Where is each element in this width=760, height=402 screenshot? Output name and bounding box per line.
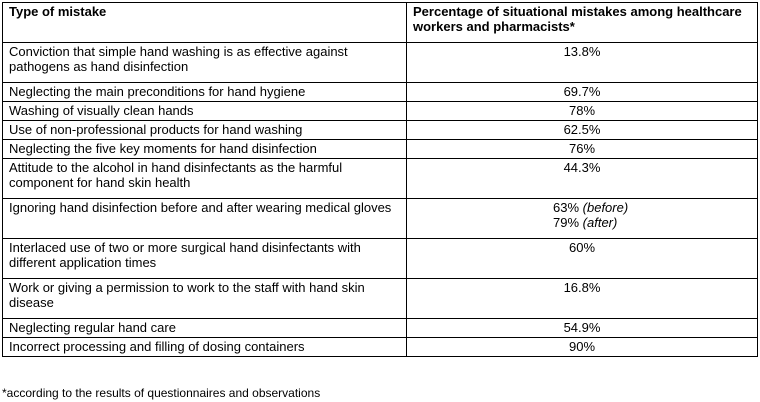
table-row: Conviction that simple hand washing is a… bbox=[2, 42, 758, 83]
header-type-of-mistake: Type of mistake bbox=[2, 2, 407, 43]
value-after: 79% bbox=[553, 215, 580, 230]
footnote: *according to the results of questionnai… bbox=[2, 386, 321, 400]
mistake-cell: Attitude to the alcohol in hand disinfec… bbox=[2, 158, 407, 199]
value-cell: 13.8% bbox=[406, 42, 758, 83]
table-row: Neglecting the main preconditions for ha… bbox=[2, 82, 758, 102]
mistake-cell: Incorrect processing and filling of dosi… bbox=[2, 337, 407, 357]
mistake-cell: Conviction that simple hand washing is a… bbox=[2, 42, 407, 83]
value-cell: 63% (before) 79% (after) bbox=[406, 198, 758, 239]
mistake-cell: Neglecting the main preconditions for ha… bbox=[2, 82, 407, 102]
mistake-cell: Washing of visually clean hands bbox=[2, 101, 407, 121]
table-row: Work or giving a permission to work to t… bbox=[2, 278, 758, 319]
table-row: Interlaced use of two or more surgical h… bbox=[2, 238, 758, 279]
table-header-row: Type of mistake Percentage of situationa… bbox=[2, 2, 758, 43]
table-row: Attitude to the alcohol in hand disinfec… bbox=[2, 158, 758, 199]
value-cell: 44.3% bbox=[406, 158, 758, 199]
mistake-cell: Neglecting the five key moments for hand… bbox=[2, 139, 407, 159]
table-row: Neglecting regular hand care 54.9% bbox=[2, 318, 758, 338]
mistake-cell: Neglecting regular hand care bbox=[2, 318, 407, 338]
table-row: Washing of visually clean hands 78% bbox=[2, 101, 758, 121]
header-percentage: Percentage of situational mistakes among… bbox=[406, 2, 758, 43]
mistakes-table: Type of mistake Percentage of situationa… bbox=[2, 2, 758, 357]
value-cell: 62.5% bbox=[406, 120, 758, 140]
value-cell: 90% bbox=[406, 337, 758, 357]
value-cell: 78% bbox=[406, 101, 758, 121]
value-cell: 54.9% bbox=[406, 318, 758, 338]
table-row: Use of non-professional products for han… bbox=[2, 120, 758, 140]
table-row: Neglecting the five key moments for hand… bbox=[2, 139, 758, 159]
mistake-cell: Use of non-professional products for han… bbox=[2, 120, 407, 140]
value-cell: 60% bbox=[406, 238, 758, 279]
mistake-cell: Work or giving a permission to work to t… bbox=[2, 278, 407, 319]
value-cell: 69.7% bbox=[406, 82, 758, 102]
value-after-note: (after) bbox=[582, 215, 618, 230]
value-before: 63% bbox=[553, 200, 580, 215]
mistake-cell: Interlaced use of two or more surgical h… bbox=[2, 238, 407, 279]
value-before-note: (before) bbox=[582, 200, 629, 215]
table-row: Incorrect processing and filling of dosi… bbox=[2, 337, 758, 357]
mistake-cell: Ignoring hand disinfection before and af… bbox=[2, 198, 407, 239]
table-row: Ignoring hand disinfection before and af… bbox=[2, 198, 758, 239]
value-cell: 16.8% bbox=[406, 278, 758, 319]
value-cell: 76% bbox=[406, 139, 758, 159]
